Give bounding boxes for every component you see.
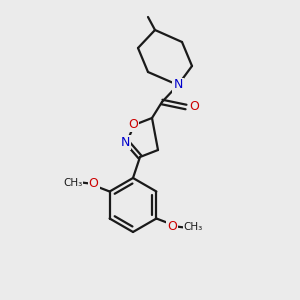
Text: N: N (173, 79, 183, 92)
Text: O: O (189, 100, 199, 113)
Text: N: N (120, 136, 130, 148)
Text: O: O (167, 220, 177, 233)
Text: O: O (128, 118, 138, 130)
Text: CH₃: CH₃ (184, 223, 203, 232)
Text: O: O (89, 177, 99, 190)
Text: CH₃: CH₃ (63, 178, 82, 188)
